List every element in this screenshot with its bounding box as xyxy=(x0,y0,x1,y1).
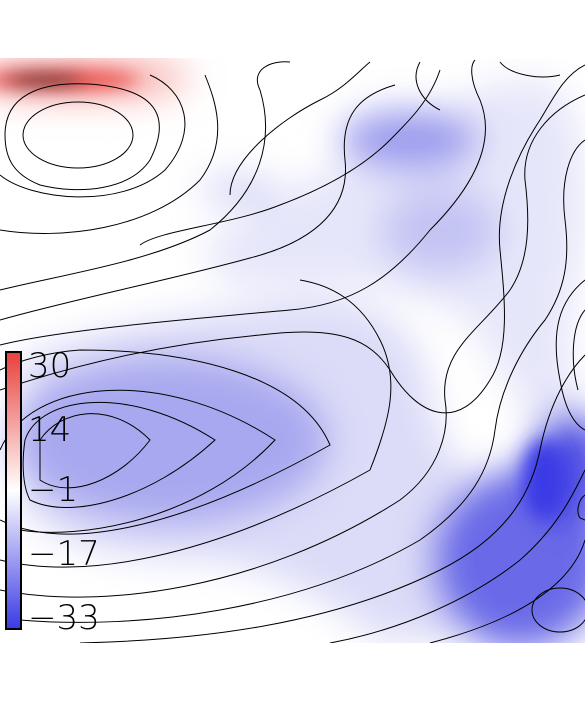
negative-core-upper-right xyxy=(380,185,500,275)
colorbar-tick-label: −1 xyxy=(28,470,78,510)
colorbar-tick-label: 30 xyxy=(28,346,71,386)
colorbar-tick-label: 14 xyxy=(28,410,71,450)
colorbar-tick-label: −17 xyxy=(28,534,100,574)
negative-peak-core xyxy=(523,440,567,520)
colorbar-gradient xyxy=(6,352,21,629)
colorbar-tick-label: −33 xyxy=(28,598,100,638)
